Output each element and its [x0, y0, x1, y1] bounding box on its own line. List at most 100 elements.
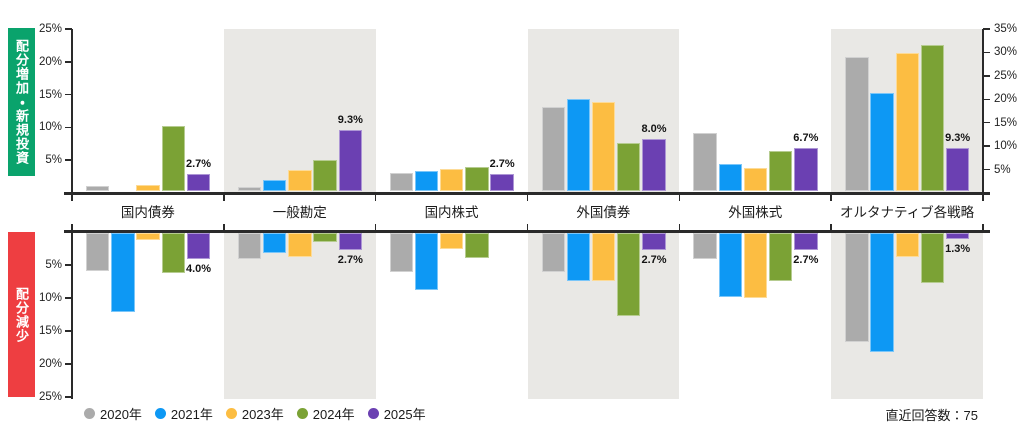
bar-increase-2020年	[86, 185, 110, 192]
bar-increase-2020年	[845, 56, 869, 192]
category-label: オルタナティブ各戦略	[839, 205, 975, 220]
legend-item: 2021年	[154, 404, 213, 423]
category-label: 外国債券	[576, 205, 631, 220]
left-axis-tick-label: 5%	[45, 154, 62, 167]
bar-increase-2024年	[313, 160, 337, 192]
legend-label: 2025年	[383, 406, 426, 422]
decrease-baseline	[64, 229, 990, 233]
bar-decrease-2025年	[338, 232, 363, 251]
category-label: 外国株式	[728, 205, 783, 220]
bar-decrease-2023年	[743, 232, 768, 298]
legend-dot-icon	[225, 407, 237, 419]
shaded-band-bottom	[223, 232, 376, 399]
right-axis-tick-label: 35%	[994, 23, 1018, 35]
bar-increase-2024年	[768, 151, 793, 192]
bar-value-label: 2.7%	[337, 254, 363, 267]
right-axis-tick	[983, 145, 990, 147]
bar-value-label: 2.7%	[793, 254, 819, 267]
bar-increase-2025年	[794, 147, 818, 192]
legend-dot-icon	[154, 407, 166, 419]
bar-decrease-2023年	[591, 232, 616, 282]
bar-value-label: 8.0%	[641, 123, 667, 136]
bar-increase-2025年	[338, 130, 363, 192]
bar-value-label: 2.7%	[489, 157, 515, 170]
bar-decrease-2020年	[237, 232, 262, 259]
left-axis-top	[71, 29, 73, 193]
left-axis-tick-label: 15%	[38, 88, 62, 101]
right-axis-tick	[983, 98, 990, 101]
bar-decrease-2021年	[566, 232, 591, 282]
right-axis-tick	[983, 121, 990, 124]
right-axis	[982, 29, 984, 193]
left-axis-tick-label: 15%	[38, 325, 62, 337]
bar-decrease-2024年	[920, 232, 945, 284]
category-boundary-tick	[982, 194, 984, 201]
left-axis-tick	[65, 93, 72, 96]
bar-increase-2021年	[566, 99, 591, 192]
legend-label: 2020年	[100, 406, 142, 422]
bar-increase-2023年	[743, 167, 768, 192]
left-axis-tick-label: 10%	[38, 292, 62, 304]
bar-value-label: 9.3%	[945, 131, 971, 144]
category-label: 国内債券	[120, 205, 175, 220]
left-axis-tick	[65, 61, 72, 63]
bar-value-label: 4.0%	[185, 262, 212, 275]
category-boundary-tick	[678, 194, 681, 201]
category-boundary-tick	[526, 223, 529, 230]
left-axis-tick-label: 25%	[38, 23, 62, 35]
legend-label: 2024年	[312, 406, 355, 422]
bar-decrease-2020年	[541, 232, 565, 273]
bar-increase-2021年	[263, 179, 287, 192]
category-boundary-tick	[223, 223, 225, 230]
left-axis-tick-label: 20%	[38, 55, 62, 68]
bar-increase-2021年	[718, 163, 742, 192]
bar-increase-2024年	[920, 44, 945, 192]
bar-decrease-2024年	[617, 232, 641, 316]
bar-increase-2020年	[693, 133, 717, 192]
category-boundary-tick	[830, 194, 832, 201]
right-axis-tick-label: 30%	[994, 46, 1018, 59]
bar-decrease-2020年	[845, 232, 869, 343]
bar-increase-2023年	[136, 184, 160, 192]
bar-increase-2025年	[945, 147, 970, 192]
bar-decrease-2025年	[642, 232, 666, 251]
legend: 2020年 2021年 2023年 2024年 2025年	[84, 403, 439, 423]
legend-dot-icon	[296, 407, 308, 419]
bar-decrease-2025年	[945, 232, 970, 239]
bar-increase-2024年	[617, 142, 641, 192]
bar-increase-2024年	[161, 125, 185, 192]
bar-decrease-2024年	[768, 232, 793, 282]
bar-decrease-2024年	[161, 232, 185, 274]
bar-decrease-2024年	[465, 232, 489, 258]
bar-increase-2025年	[642, 139, 666, 192]
bar-decrease-2023年	[440, 232, 464, 249]
bar-decrease-2020年	[389, 232, 414, 273]
left-axis-tick	[65, 297, 72, 299]
bar-increase-2023年	[895, 52, 919, 192]
bar-decrease-2023年	[895, 232, 919, 258]
increase-baseline	[64, 191, 990, 195]
legend-label: 2021年	[170, 406, 213, 422]
bar-value-label: 9.3%	[337, 114, 363, 127]
category-boundary-tick	[982, 223, 984, 230]
category-boundary-tick	[830, 223, 832, 230]
bar-increase-2024年	[465, 167, 489, 192]
right-axis-tick-label: 10%	[994, 140, 1018, 153]
bar-decrease-2021年	[718, 232, 742, 298]
bar-decrease-2020年	[86, 232, 110, 272]
decrease-panel-label: 配分減少	[8, 232, 35, 397]
bar-increase-2025年	[490, 173, 514, 192]
left-axis-tick-label: 25%	[38, 391, 62, 403]
right-axis-tick	[983, 75, 990, 77]
right-axis-tick	[983, 51, 990, 54]
left-axis-tick	[65, 396, 72, 398]
left-axis-tick	[65, 28, 72, 30]
bar-value-label: 2.7%	[641, 254, 667, 267]
bar-increase-2023年	[591, 102, 616, 192]
bar-increase-2020年	[389, 173, 414, 192]
bar-decrease-2024年	[313, 232, 337, 243]
legend-item: 2024年	[296, 404, 355, 423]
left-axis-tick	[65, 159, 72, 161]
left-axis-tick	[65, 363, 72, 365]
